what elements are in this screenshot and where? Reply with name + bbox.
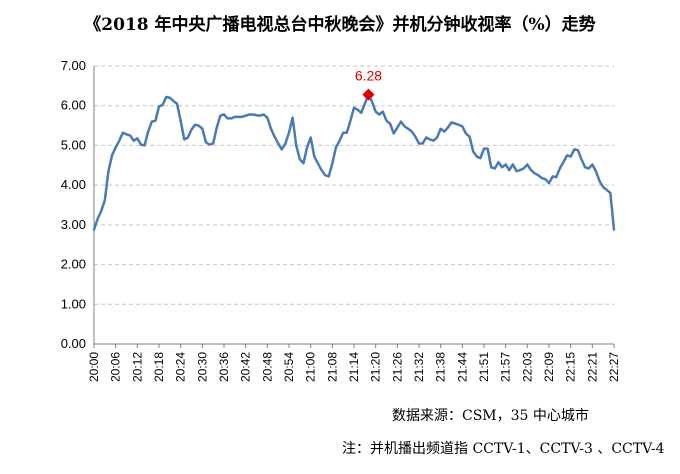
x-tick-label: 21:38 <box>434 352 448 382</box>
y-tick-label: 0.00 <box>61 336 86 351</box>
x-tick-label: 22:09 <box>542 352 556 382</box>
gridlines <box>94 65 614 305</box>
axes <box>93 66 615 348</box>
x-tick-label: 21:32 <box>412 352 426 382</box>
y-tick-label: 6.00 <box>61 98 86 113</box>
y-tick-label: 7.00 <box>61 58 86 73</box>
x-tick-label: 20:30 <box>195 352 209 382</box>
annotation-layer: 6.28 <box>355 68 382 101</box>
x-tick-label: 21:51 <box>477 352 491 382</box>
x-tick-label: 20:24 <box>174 352 188 382</box>
x-tick-label: 21:57 <box>499 352 513 382</box>
x-axis-tick-labels: 20:00 20:06 20:12 20:18 20:24 20:30 20:36 20:42… <box>87 352 621 382</box>
y-tick-label: 4.00 <box>61 177 86 192</box>
footnote: 注：并机播出频道指 CCTV-1、CCTV-3 、CCTV-4 <box>342 441 665 457</box>
x-tick-label: 20:48 <box>260 352 274 382</box>
x-tick-label: 21:08 <box>325 352 339 382</box>
x-tick-label: 20:54 <box>282 352 296 382</box>
x-tick-label: 21:20 <box>369 352 383 382</box>
x-tick-label: 20:12 <box>130 352 144 382</box>
x-tick-label: 22:21 <box>585 352 599 382</box>
series-layer <box>92 93 616 231</box>
y-tick-label: 3.00 <box>61 217 86 232</box>
x-tick-label: 21:14 <box>347 352 361 382</box>
y-tick-label: 5.00 <box>61 137 86 152</box>
x-tick-label: 20:42 <box>239 352 253 382</box>
x-tick-label: 20:06 <box>109 352 123 382</box>
x-tick-label: 21:00 <box>304 352 318 382</box>
x-tick-label: 21:44 <box>455 352 469 382</box>
y-tick-label: 1.00 <box>61 296 86 311</box>
chart-title: 《2018 年中央广播电视总台中秋晚会》并机分钟收视率（%）走势 <box>84 15 596 35</box>
x-tick-label: 21:26 <box>390 352 404 382</box>
x-tick-label: 22:15 <box>564 352 578 382</box>
y-axis-tick-labels: 0.00 1.00 2.00 3.00 4.00 5.00 6.00 7.00 <box>61 58 86 351</box>
peak-marker <box>362 88 375 101</box>
x-tick-label: 22:27 <box>607 352 621 382</box>
series-line <box>92 93 616 231</box>
x-tick-label: 20:36 <box>217 352 231 382</box>
y-tick-label: 2.00 <box>61 257 86 272</box>
x-tick-label: 20:00 <box>87 352 101 382</box>
x-tick-label: 22:03 <box>520 352 534 382</box>
x-tick-label: 20:18 <box>152 352 166 382</box>
source-note: 数据来源：CSM，35 中心城市 <box>392 408 589 424</box>
peak-value-label: 6.28 <box>355 68 382 84</box>
